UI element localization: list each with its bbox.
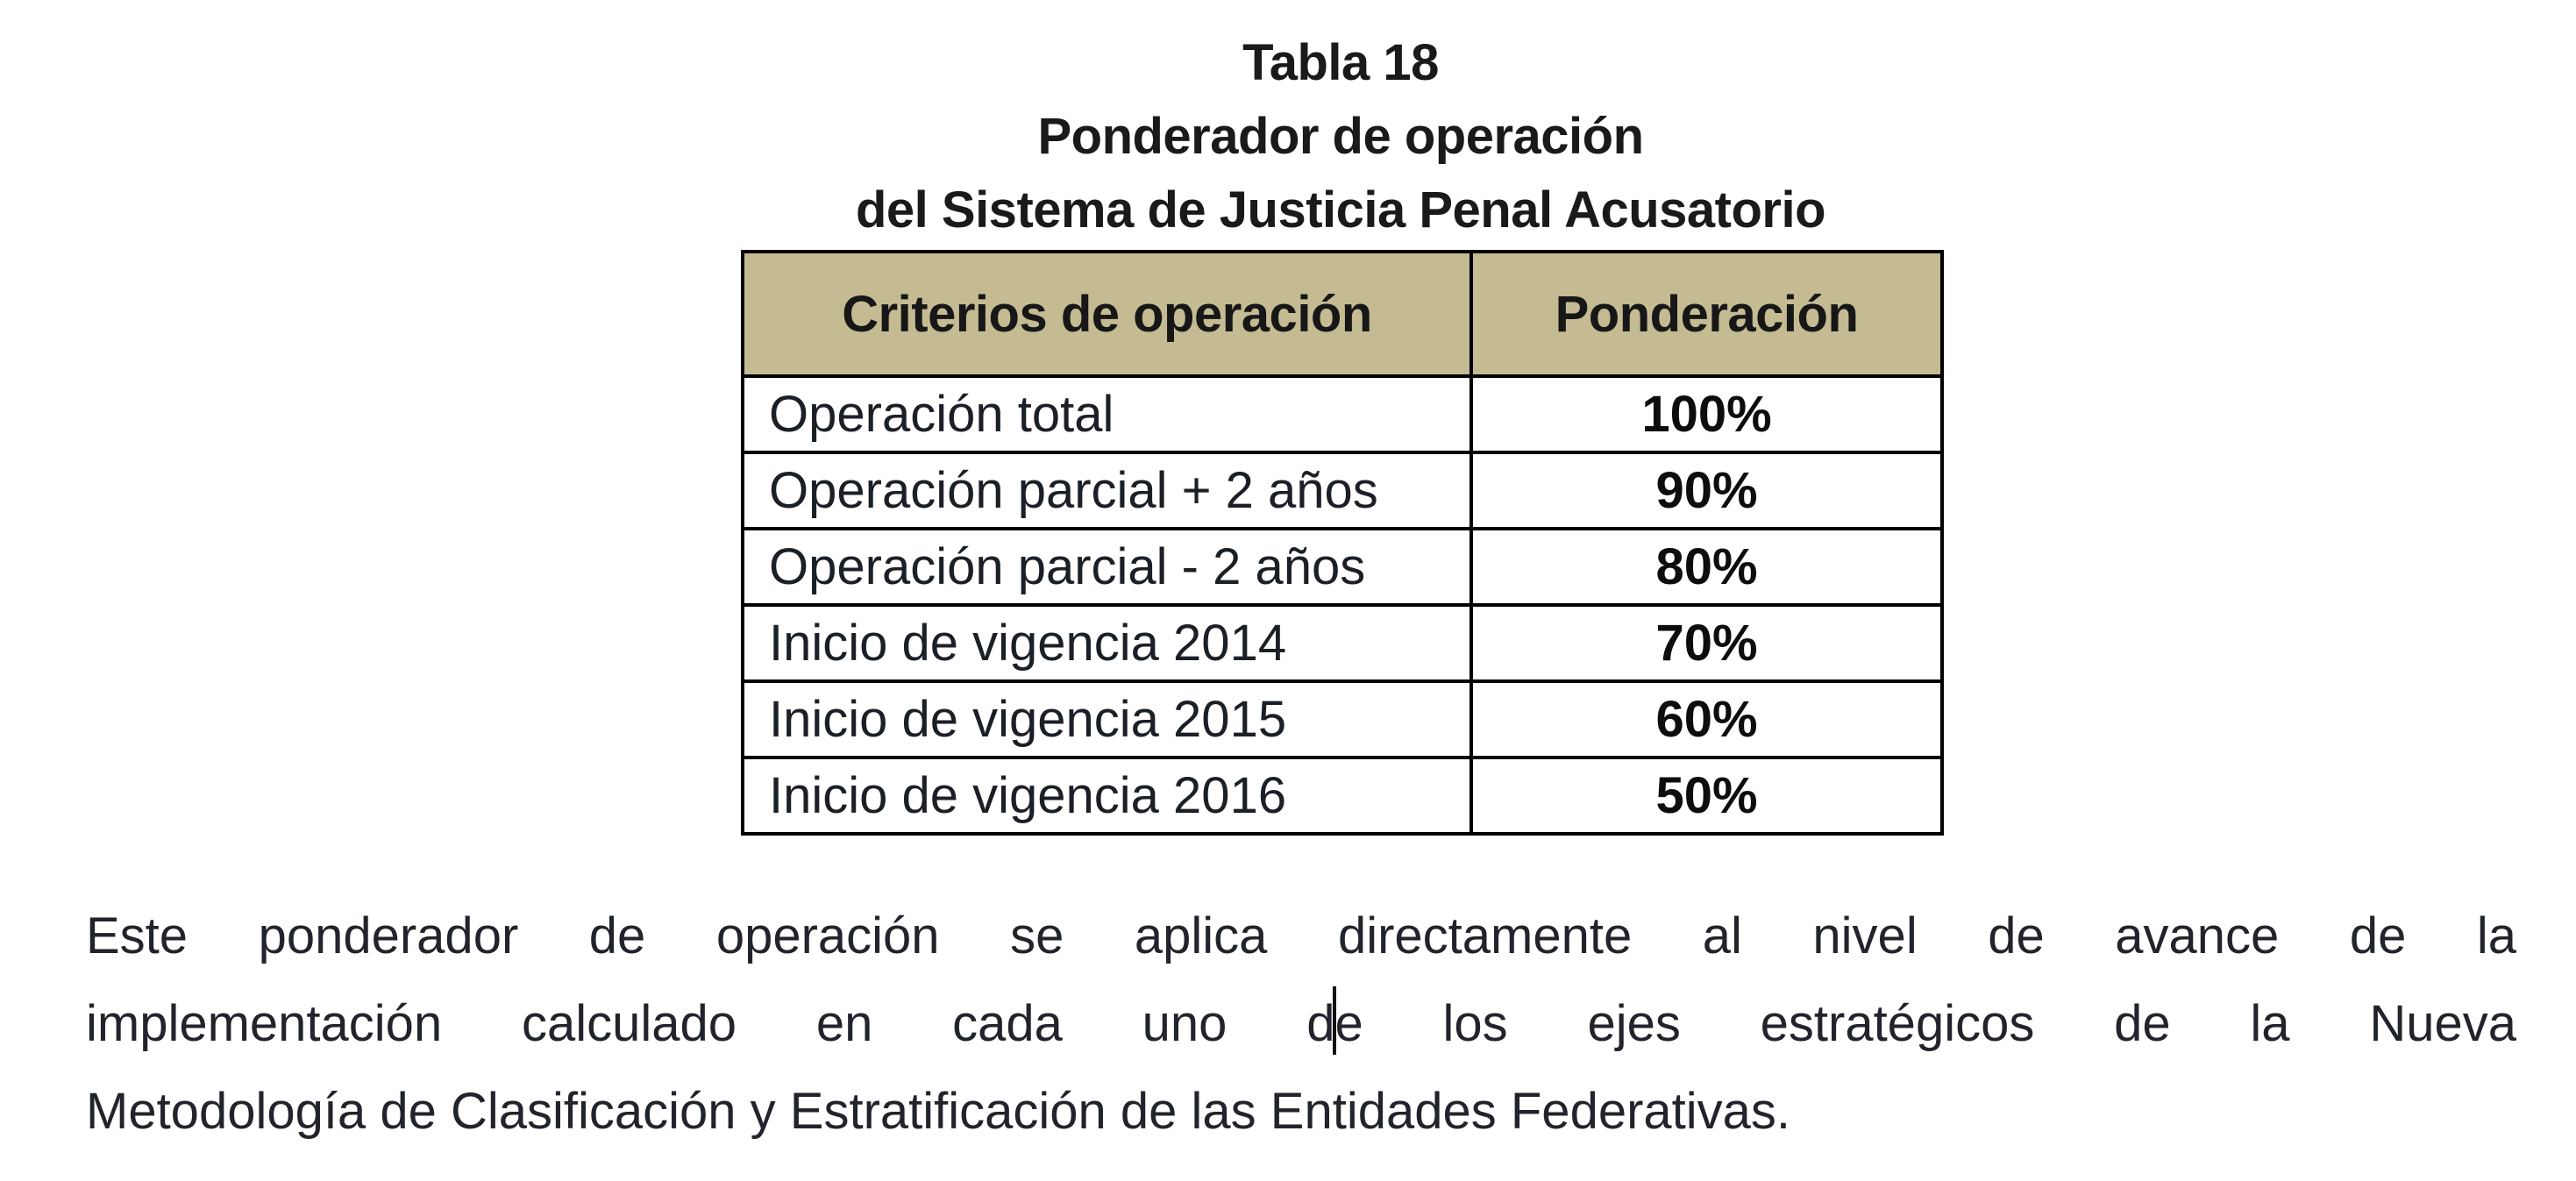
- criterio-cell[interactable]: Inicio de vigencia 2014: [741, 603, 1473, 683]
- paragraph-line-3[interactable]: Metodología de Clasificación y Estratifi…: [86, 1083, 1791, 1140]
- ponderacion-cell[interactable]: 90%: [1469, 451, 1944, 530]
- table-row: Inicio de vigencia 2015 60%: [741, 679, 1944, 759]
- ponderacion-cell[interactable]: 80%: [1469, 527, 1944, 607]
- table-row: Operación total 100%: [741, 374, 1944, 454]
- criterio-cell[interactable]: Inicio de vigencia 2016: [741, 756, 1473, 836]
- table-caption-line-1[interactable]: Tabla 18: [1242, 34, 1439, 91]
- body-paragraph: Este ponderador de operación se aplica d…: [86, 893, 2516, 1156]
- table-caption: Tabla 18 Ponderador de operación del Sis…: [741, 26, 1940, 247]
- text-cursor: [1333, 986, 1337, 1055]
- ponderador-table: Criterios de operación Ponderación Opera…: [741, 250, 1944, 836]
- header-cell-ponderacion[interactable]: Ponderación: [1469, 250, 1944, 378]
- table-caption-line-3[interactable]: del Sistema de Justicia Penal Acusatorio: [855, 181, 1826, 238]
- table-row: Operación parcial + 2 años 90%: [741, 451, 1944, 530]
- criterio-cell[interactable]: Operación parcial + 2 años: [741, 451, 1473, 530]
- paragraph-line-2-before-cursor: implementación calculado en cada uno d: [86, 995, 1335, 1052]
- ponderacion-cell[interactable]: 100%: [1469, 374, 1944, 454]
- table-header-row: Criterios de operación Ponderación: [741, 250, 1944, 378]
- table-caption-line-2[interactable]: Ponderador de operación: [1037, 108, 1644, 165]
- paragraph-line-2[interactable]: implementación calculado en cada uno de …: [86, 980, 2516, 1068]
- criterio-cell[interactable]: Operación parcial - 2 años: [741, 527, 1473, 607]
- ponderacion-cell[interactable]: 70%: [1469, 603, 1944, 683]
- paragraph-line-2-after-cursor: e los ejes estratégicos de la Nueva: [1334, 995, 2516, 1052]
- table-row: Inicio de vigencia 2016 50%: [741, 756, 1944, 836]
- criterio-cell[interactable]: Inicio de vigencia 2015: [741, 679, 1473, 759]
- table-row: Operación parcial - 2 años 80%: [741, 527, 1944, 607]
- table-row: Inicio de vigencia 2014 70%: [741, 603, 1944, 683]
- header-cell-criterios[interactable]: Criterios de operación: [741, 250, 1473, 378]
- criterio-cell[interactable]: Operación total: [741, 374, 1473, 454]
- paragraph-line-1[interactable]: Este ponderador de operación se aplica d…: [86, 907, 2516, 964]
- ponderacion-cell[interactable]: 50%: [1469, 756, 1944, 836]
- ponderacion-cell[interactable]: 60%: [1469, 679, 1944, 759]
